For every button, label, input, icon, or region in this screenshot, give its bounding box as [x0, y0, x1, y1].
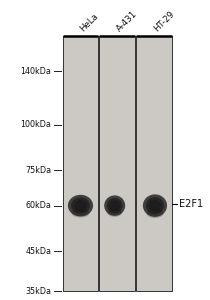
Ellipse shape: [146, 197, 164, 214]
Ellipse shape: [109, 200, 120, 211]
Text: 100kDa: 100kDa: [21, 120, 51, 129]
Ellipse shape: [71, 197, 90, 214]
Text: 60kDa: 60kDa: [26, 201, 51, 210]
Text: 45kDa: 45kDa: [25, 247, 51, 256]
Text: 75kDa: 75kDa: [25, 166, 51, 175]
Ellipse shape: [72, 209, 89, 218]
Ellipse shape: [107, 209, 122, 217]
Text: HeLa: HeLa: [78, 11, 100, 33]
Bar: [63, 36, 98, 291]
Ellipse shape: [147, 209, 163, 218]
Text: A-431: A-431: [115, 9, 139, 33]
Text: HT-29: HT-29: [152, 9, 176, 33]
Ellipse shape: [143, 194, 167, 217]
Ellipse shape: [149, 200, 161, 211]
Text: 140kDa: 140kDa: [21, 67, 51, 76]
Text: 35kDa: 35kDa: [25, 286, 51, 296]
Ellipse shape: [74, 200, 87, 211]
Ellipse shape: [104, 195, 125, 216]
Text: E2F1: E2F1: [178, 199, 203, 209]
Ellipse shape: [107, 198, 123, 213]
Bar: [99, 36, 135, 291]
Ellipse shape: [68, 195, 93, 216]
Bar: [136, 36, 172, 291]
